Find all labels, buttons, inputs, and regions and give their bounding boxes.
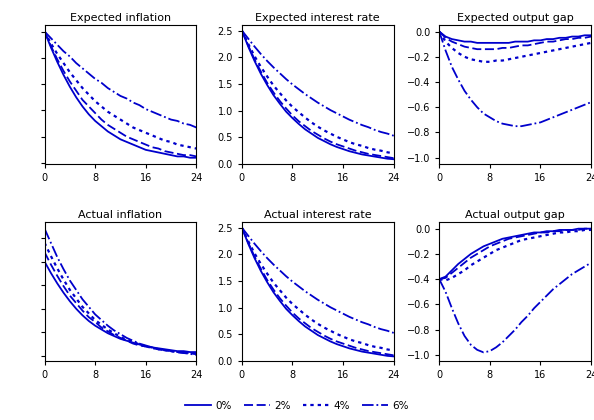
Title: Actual interest rate: Actual interest rate [264,210,372,220]
Title: Expected output gap: Expected output gap [457,13,573,23]
Legend: 0%, 2%, 4%, 6%: 0%, 2%, 4%, 6% [181,396,413,415]
Title: Actual inflation: Actual inflation [78,210,163,220]
Title: Actual output gap: Actual output gap [465,210,565,220]
Title: Expected inflation: Expected inflation [70,13,171,23]
Title: Expected interest rate: Expected interest rate [255,13,380,23]
